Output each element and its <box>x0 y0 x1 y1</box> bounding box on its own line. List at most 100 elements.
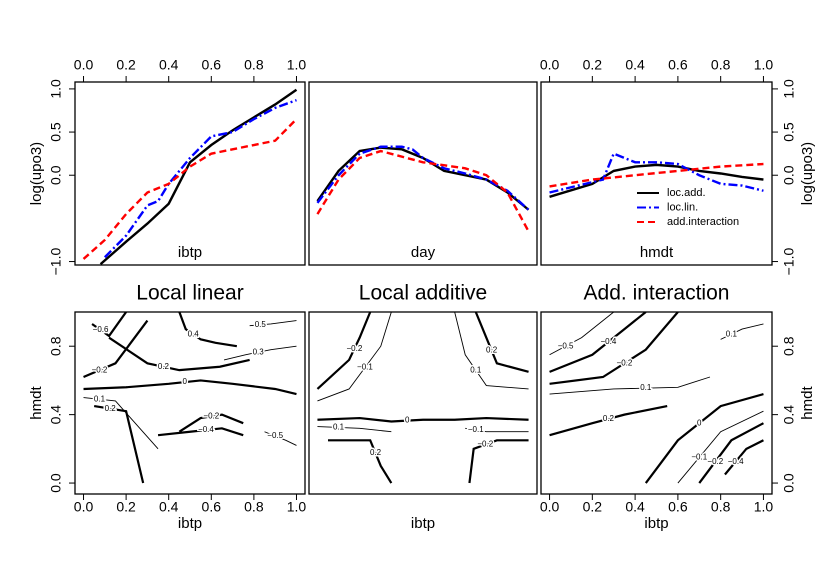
y-tick-label: 0.0 <box>48 165 64 185</box>
x-tick-label: 0.2 <box>583 57 603 73</box>
contour-label: −0.2 <box>203 411 219 420</box>
series-line <box>103 98 297 259</box>
y-tick-label: −1.0 <box>781 248 797 276</box>
contour-line <box>549 312 679 385</box>
panel-title: Add. interaction <box>584 282 730 305</box>
panel-frame <box>308 311 538 495</box>
contour-label: −0.2 <box>477 440 493 449</box>
contour-label: 0.5 <box>255 320 267 329</box>
series-line <box>316 149 530 232</box>
contour-line <box>474 312 529 373</box>
contour-line <box>698 422 764 484</box>
contour-line <box>83 319 149 379</box>
contour-line <box>549 405 668 437</box>
contour-line <box>178 312 238 348</box>
y-axis-label: hmdt <box>28 386 45 420</box>
x-tick-label: 0.4 <box>159 499 179 515</box>
contour-line <box>178 413 244 433</box>
contour-line <box>677 410 764 484</box>
contour-label: 0.2 <box>370 448 382 457</box>
x-tick-label: 0.8 <box>711 499 731 515</box>
x-tick-label: 0.4 <box>159 57 179 73</box>
contour-line <box>249 320 297 327</box>
x-tick-label: 0.8 <box>244 499 264 515</box>
contour-line <box>317 312 392 402</box>
y-tick-label: 1.0 <box>781 79 797 99</box>
x-tick-label: 0.0 <box>540 499 560 515</box>
x-tick-label: 0.4 <box>625 57 645 73</box>
x-tick-label: 1.0 <box>287 499 307 515</box>
contour-label: 0.1 <box>333 423 345 432</box>
contour-line <box>93 404 145 484</box>
x-tick-label: 0.0 <box>540 57 560 73</box>
x-tick-label: 0.0 <box>74 499 94 515</box>
y-tick-label: 0.0 <box>781 165 797 185</box>
x-tick-label: 0.6 <box>668 499 688 515</box>
contour-label: −0.5 <box>267 431 283 440</box>
contour-label: −0.4 <box>198 425 214 434</box>
contour-line <box>316 312 372 390</box>
x-axis-label: day <box>411 244 436 261</box>
plot-area: −0.2 −0.1 0.2 0.1 0 −0.1 0.1 0.2 −0.2 <box>316 312 529 484</box>
contour-label: 0.2 <box>105 404 117 413</box>
x-axis-label: ibtp <box>411 515 435 532</box>
x-tick-label: 0.0 <box>74 57 94 73</box>
contour-label: 0.3 <box>253 347 265 356</box>
x-tick-label: 0.8 <box>244 57 264 73</box>
panel-frame <box>308 81 538 266</box>
y-tick-label: 0.4 <box>48 405 64 425</box>
contour-label: 0.1 <box>640 383 652 392</box>
x-tick-label: 1.0 <box>754 499 774 515</box>
contour-label: −0.4 <box>600 337 616 346</box>
series-line <box>82 118 298 260</box>
contour-label: −0.2 <box>92 365 108 374</box>
x-tick-label: 0.2 <box>583 499 603 515</box>
x-tick-label: 0.2 <box>116 57 136 73</box>
y-axis-label: log(upo3) <box>799 142 816 205</box>
x-tick-label: 1.0 <box>287 57 307 73</box>
panel-frame <box>540 311 773 495</box>
y-tick-label: 0.5 <box>48 122 64 142</box>
contour-label: −0.1 <box>357 363 373 372</box>
series-line <box>316 145 530 211</box>
x-tick-label: 0.4 <box>625 499 645 515</box>
y-tick-label: 0.0 <box>781 473 797 493</box>
contour-label: 0.1 <box>726 329 738 338</box>
contour-line <box>454 312 529 390</box>
contour-label: −0.1 <box>468 425 484 434</box>
y-tick-label: 0.0 <box>48 473 64 493</box>
legend-label: add.interaction <box>667 216 739 228</box>
contour-line <box>223 345 297 361</box>
x-tick-label: 0.6 <box>668 57 688 73</box>
contour-line <box>468 439 529 484</box>
contour-label: −0.2 <box>617 358 633 367</box>
y-tick-label: 0.4 <box>781 405 797 425</box>
contour-line <box>549 312 615 356</box>
plot-area <box>316 145 530 232</box>
x-axis-label: ibtp <box>644 515 668 532</box>
contour-label: 0 <box>405 416 410 425</box>
legend-label: loc.lin. <box>667 201 698 213</box>
plot-area <box>549 152 764 198</box>
y-tick-label: 0.8 <box>48 336 64 356</box>
contour-line <box>83 397 159 450</box>
contour-line <box>91 312 128 338</box>
contour-line <box>549 312 647 373</box>
contour-label: 0.1 <box>94 394 106 403</box>
x-tick-label: 0.2 <box>116 499 136 515</box>
panel-frame <box>74 311 306 495</box>
contour-label: 0.1 <box>470 365 482 374</box>
x-tick-label: 0.6 <box>202 57 222 73</box>
y-axis-label: log(upo3) <box>28 142 45 205</box>
contour-line <box>724 439 764 476</box>
contour-label: 0.4 <box>188 329 200 338</box>
x-tick-label: 0.6 <box>202 499 222 515</box>
series-line <box>99 88 298 265</box>
contour-label: 0.2 <box>486 346 498 355</box>
x-axis-label: ibtp <box>178 515 202 532</box>
panel-frame <box>74 81 306 266</box>
y-tick-label: −1.0 <box>48 248 64 276</box>
contour-label: 0.2 <box>158 362 170 371</box>
contour-line <box>720 323 764 340</box>
